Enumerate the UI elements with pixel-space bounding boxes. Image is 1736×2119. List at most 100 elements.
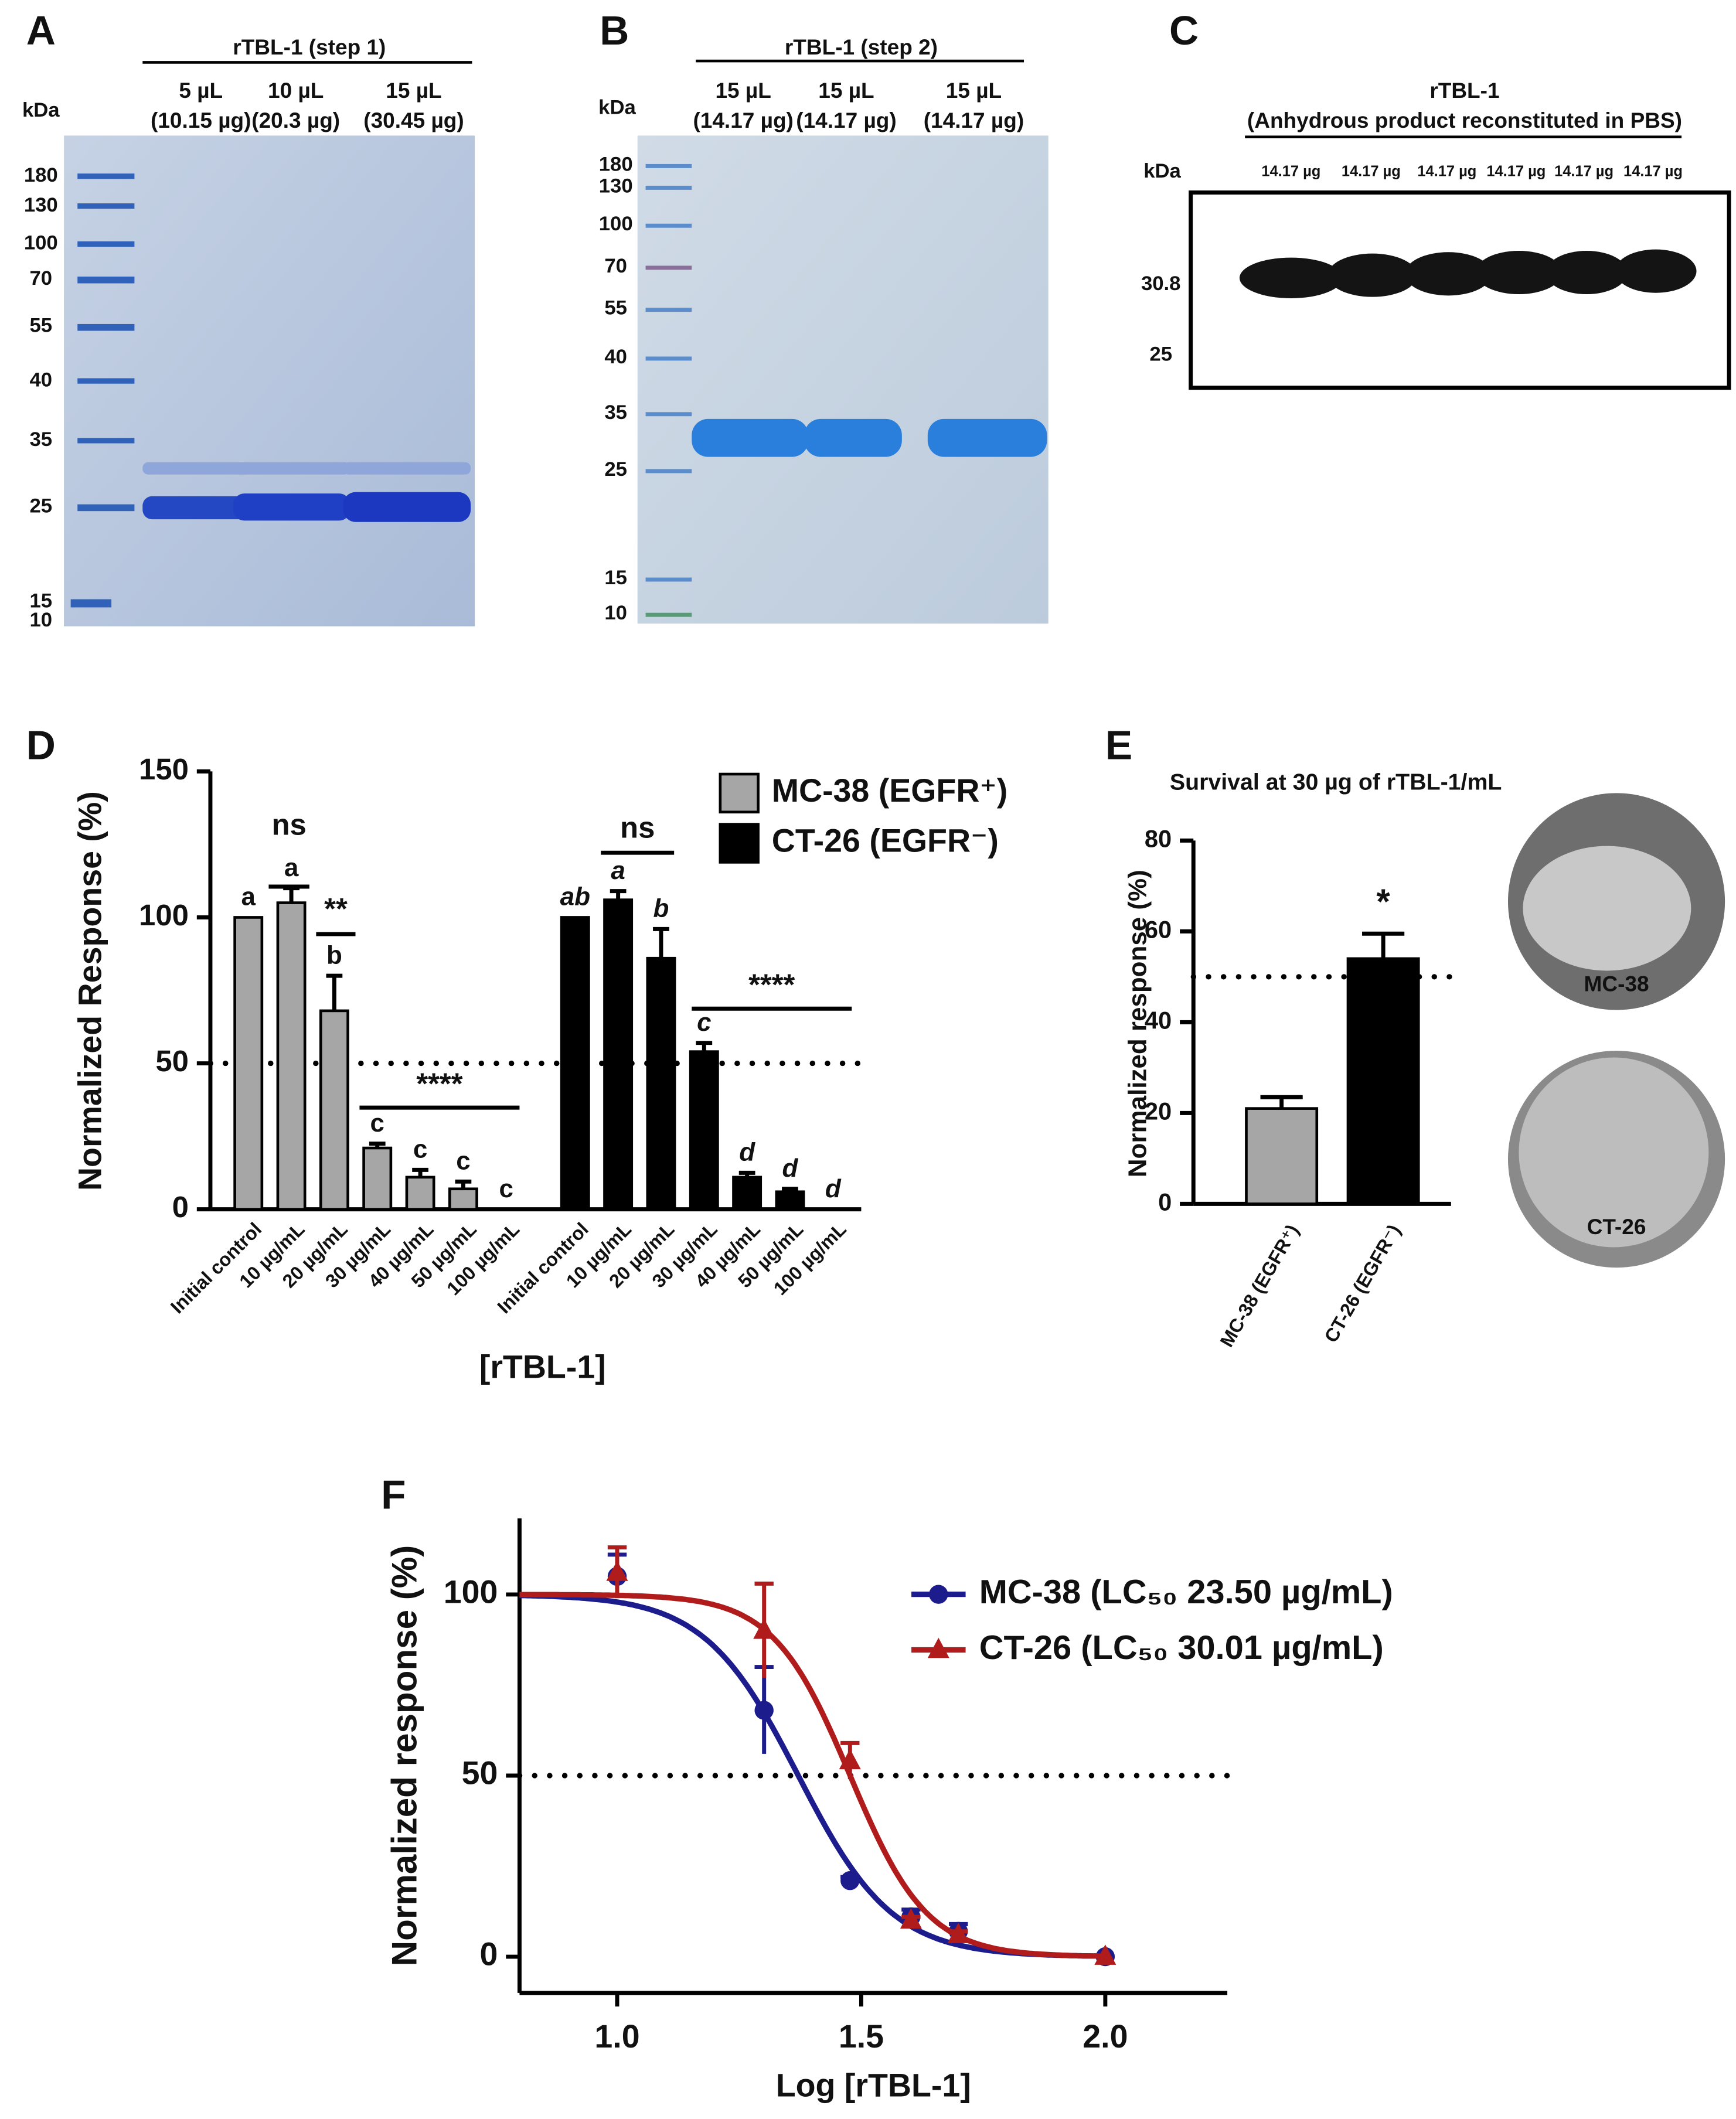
x-axis-label: [rTBL-1] [479,1348,606,1385]
y-tick-label: 150 [139,752,189,786]
marker-label: 30.8 [1141,272,1181,295]
lane-label: (14.17 µg) [796,108,896,132]
bar [646,956,676,1211]
legend-label: CT-26 (LC₅₀ 30.01 µg/mL) [979,1629,1384,1667]
marker-label: 130 [599,175,633,197]
data-point [1094,1944,1117,1965]
significance-letter: a [284,853,299,882]
panel-label: C [1169,8,1199,53]
y-axis-label: Normalized response (%) [1123,870,1152,1177]
y-tick-label: 0 [480,1936,498,1972]
significance-letter: b [653,894,669,923]
x-tick-label: 1.0 [594,2018,639,2055]
data-point [900,1908,922,1929]
y-tick-label: 80 [1145,825,1172,852]
image-label: CT-26 [1587,1214,1646,1239]
marker-label: 35 [604,401,627,424]
significance-label: ns [271,808,306,842]
unit-label: kDa [598,96,636,118]
panel-label: E [1105,722,1132,768]
x-tick-label: 1.5 [839,2018,884,2055]
significance-letter: a [611,856,625,885]
gel-header: rTBL-1 [1429,78,1499,103]
lane-label: 15 µL [946,78,1002,103]
data-point [839,1749,861,1770]
x-tick-label: CT-26 (EGFR⁻) [1320,1221,1405,1346]
lane-label: 14.17 µg [1623,163,1683,180]
marker-label: 130 [24,194,58,216]
data-point [606,1561,628,1581]
bar [233,916,264,1211]
error-bar [326,973,343,1011]
bar [276,901,307,1211]
lane-label: 14.17 µg [1342,163,1401,180]
lane-label: 14.17 µg [1554,163,1614,180]
lane-label: 15 µL [715,78,771,103]
gel-bands [692,418,1047,457]
legend-label: CT-26 (EGFR⁻) [772,823,999,859]
error-bar [283,886,299,903]
significance-letter: b [326,941,342,969]
unit-label: kDa [1143,160,1181,182]
marker-label: 15 [604,567,627,589]
data-point [947,1923,969,1943]
marker-label: 40 [29,369,52,391]
error-bar [696,1041,713,1052]
significance-letter: c [456,1147,470,1176]
bar [405,1176,435,1211]
error-bar [1362,931,1405,959]
data-point [754,1701,774,1720]
significance-letter: c [370,1109,384,1137]
significance-letter: d [739,1138,755,1167]
marker-label: 70 [604,255,627,277]
significance-letter: c [413,1135,427,1164]
x-axis-label: Log [rTBL-1] [776,2067,971,2103]
bar [1245,1107,1319,1205]
y-tick-label: 0 [1158,1188,1172,1215]
data-point [927,1637,949,1658]
ladder [70,173,135,608]
significance-label: **** [748,968,795,1001]
marker-label: 100 [599,213,633,235]
lane-label: 14.17 µg [1261,163,1320,180]
significance-letter: d [825,1174,842,1203]
gel-image [637,135,1049,624]
data-point [753,1618,775,1639]
marker-label: 10 [29,609,52,631]
significance-label: ** [324,892,348,925]
panel-label: F [381,1472,406,1518]
bar [448,1187,478,1211]
y-axis-label: Normalized response (%) [384,1545,424,1967]
panel-label: A [26,8,56,53]
bar [560,916,590,1211]
data-point [840,1871,860,1890]
marker-label: 55 [604,297,627,319]
significance-letter: c [499,1174,513,1203]
gel-header: rTBL-1 (step 1) [233,35,386,59]
plate-cells [1519,1057,1709,1248]
significance-letter: a [241,883,256,911]
y-tick-label: 50 [462,1755,498,1791]
marker-label: 35 [29,428,52,451]
y-tick-label: 40 [1145,1006,1172,1034]
lane-label: (10.15 µg) [151,108,251,132]
marker-label: 25 [604,458,627,481]
significance-letter: ab [560,883,590,911]
bar [1346,957,1420,1205]
data-point [929,1585,948,1604]
error-bar [1260,1095,1303,1109]
x-tick-label: 2.0 [1083,2018,1128,2055]
chart-title: Survival at 30 µg of rTBL-1/mL [1170,769,1502,795]
legend-label: MC-38 (EGFR⁺) [772,772,1008,809]
blot-bands [1239,249,1697,298]
marker-label: 55 [29,315,52,337]
lane-label: 5 µL [179,78,223,103]
legend-label: MC-38 (LC₅₀ 23.50 µg/mL) [979,1573,1393,1611]
marker-label: 40 [604,346,627,368]
bar [603,898,634,1211]
gel-header: rTBL-1 (step 2) [785,35,938,59]
bar [362,1146,393,1211]
marker-label: 10 [604,602,627,624]
lane-label: (20.3 µg) [251,108,340,132]
